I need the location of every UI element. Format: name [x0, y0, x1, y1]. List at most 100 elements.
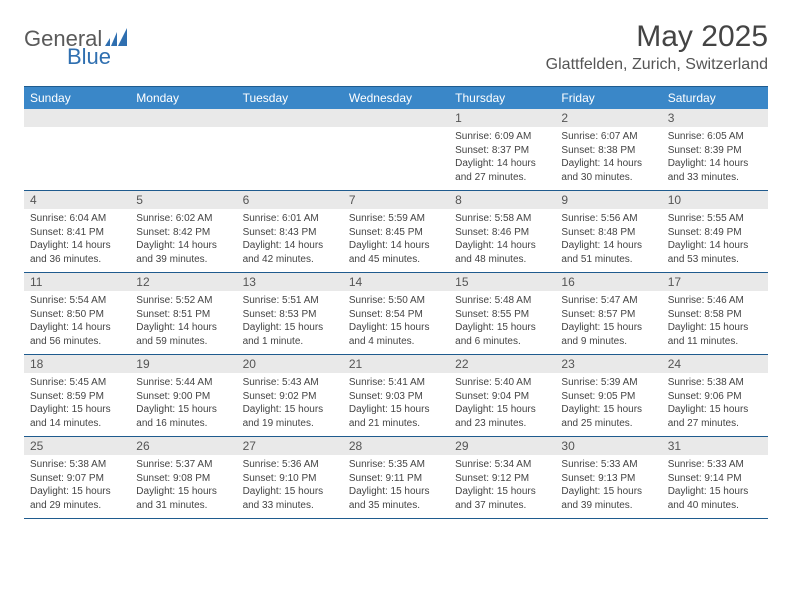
- day-number: 14: [343, 273, 449, 291]
- day-cell: Sunrise: 5:38 AMSunset: 9:07 PMDaylight:…: [24, 455, 130, 518]
- daylight-text: Daylight: 15 hours and 23 minutes.: [455, 403, 549, 430]
- sunrise-text: Sunrise: 5:40 AM: [455, 376, 549, 390]
- sunrise-text: Sunrise: 5:33 AM: [668, 458, 762, 472]
- day-number: 1: [449, 109, 555, 127]
- logo-blue-text-wrap: Blue: [67, 44, 111, 70]
- sunrise-text: Sunrise: 5:34 AM: [455, 458, 549, 472]
- day-cell: Sunrise: 6:02 AMSunset: 8:42 PMDaylight:…: [130, 209, 236, 272]
- daylight-text: Daylight: 14 hours and 36 minutes.: [30, 239, 124, 266]
- day-cell: Sunrise: 5:36 AMSunset: 9:10 PMDaylight:…: [237, 455, 343, 518]
- location-text: Glattfelden, Zurich, Switzerland: [546, 56, 768, 74]
- sunset-text: Sunset: 8:46 PM: [455, 226, 549, 240]
- sunrise-text: Sunrise: 5:56 AM: [561, 212, 655, 226]
- sunrise-text: Sunrise: 5:44 AM: [136, 376, 230, 390]
- day-body-strip: Sunrise: 5:45 AMSunset: 8:59 PMDaylight:…: [24, 373, 768, 436]
- daylight-text: Daylight: 15 hours and 27 minutes.: [668, 403, 762, 430]
- daylight-text: Daylight: 14 hours and 33 minutes.: [668, 157, 762, 184]
- day-cell: Sunrise: 6:04 AMSunset: 8:41 PMDaylight:…: [24, 209, 130, 272]
- daylight-text: Daylight: 14 hours and 56 minutes.: [30, 321, 124, 348]
- day-cell: Sunrise: 5:45 AMSunset: 8:59 PMDaylight:…: [24, 373, 130, 436]
- day-cell: Sunrise: 5:58 AMSunset: 8:46 PMDaylight:…: [449, 209, 555, 272]
- day-cell: Sunrise: 5:44 AMSunset: 9:00 PMDaylight:…: [130, 373, 236, 436]
- sunset-text: Sunset: 8:51 PM: [136, 308, 230, 322]
- sunrise-text: Sunrise: 6:05 AM: [668, 130, 762, 144]
- day-cell: [343, 127, 449, 190]
- day-number: [24, 109, 130, 127]
- sunrise-text: Sunrise: 5:33 AM: [561, 458, 655, 472]
- sunrise-text: Sunrise: 6:02 AM: [136, 212, 230, 226]
- calendar-grid: Sunday Monday Tuesday Wednesday Thursday…: [24, 86, 768, 519]
- sunset-text: Sunset: 8:58 PM: [668, 308, 762, 322]
- day-number-strip: 25262728293031: [24, 437, 768, 455]
- day-number: 2: [555, 109, 661, 127]
- sunrise-text: Sunrise: 5:38 AM: [668, 376, 762, 390]
- daylight-text: Daylight: 15 hours and 40 minutes.: [668, 485, 762, 512]
- sunrise-text: Sunrise: 5:58 AM: [455, 212, 549, 226]
- day-number: 18: [24, 355, 130, 373]
- sunset-text: Sunset: 8:54 PM: [349, 308, 443, 322]
- sunrise-text: Sunrise: 5:43 AM: [243, 376, 337, 390]
- week-row: 11121314151617Sunrise: 5:54 AMSunset: 8:…: [24, 273, 768, 355]
- day-number: 25: [24, 437, 130, 455]
- day-number: 16: [555, 273, 661, 291]
- sunrise-text: Sunrise: 5:54 AM: [30, 294, 124, 308]
- day-cell: Sunrise: 5:48 AMSunset: 8:55 PMDaylight:…: [449, 291, 555, 354]
- sunset-text: Sunset: 8:49 PM: [668, 226, 762, 240]
- day-number: 22: [449, 355, 555, 373]
- daylight-text: Daylight: 15 hours and 9 minutes.: [561, 321, 655, 348]
- day-cell: Sunrise: 5:47 AMSunset: 8:57 PMDaylight:…: [555, 291, 661, 354]
- day-number: 3: [662, 109, 768, 127]
- day-cell: Sunrise: 5:54 AMSunset: 8:50 PMDaylight:…: [24, 291, 130, 354]
- sunrise-text: Sunrise: 5:52 AM: [136, 294, 230, 308]
- daylight-text: Daylight: 14 hours and 42 minutes.: [243, 239, 337, 266]
- day-cell: Sunrise: 5:33 AMSunset: 9:14 PMDaylight:…: [662, 455, 768, 518]
- day-cell: Sunrise: 5:50 AMSunset: 8:54 PMDaylight:…: [343, 291, 449, 354]
- daylight-text: Daylight: 15 hours and 31 minutes.: [136, 485, 230, 512]
- day-body-strip: Sunrise: 5:38 AMSunset: 9:07 PMDaylight:…: [24, 455, 768, 518]
- day-header-tue: Tuesday: [237, 87, 343, 109]
- logo-text-blue: Blue: [67, 44, 111, 69]
- sunset-text: Sunset: 9:07 PM: [30, 472, 124, 486]
- daylight-text: Daylight: 14 hours and 53 minutes.: [668, 239, 762, 266]
- day-number: 9: [555, 191, 661, 209]
- day-number: 27: [237, 437, 343, 455]
- daylight-text: Daylight: 15 hours and 21 minutes.: [349, 403, 443, 430]
- week-row: 123Sunrise: 6:09 AMSunset: 8:37 PMDaylig…: [24, 109, 768, 191]
- day-header-fri: Friday: [555, 87, 661, 109]
- day-number: 29: [449, 437, 555, 455]
- title-block: May 2025 Glattfelden, Zurich, Switzerlan…: [546, 20, 768, 74]
- sunset-text: Sunset: 8:39 PM: [668, 144, 762, 158]
- day-header-thu: Thursday: [449, 87, 555, 109]
- daylight-text: Daylight: 15 hours and 29 minutes.: [30, 485, 124, 512]
- daylight-text: Daylight: 15 hours and 39 minutes.: [561, 485, 655, 512]
- weeks-container: 123Sunrise: 6:09 AMSunset: 8:37 PMDaylig…: [24, 109, 768, 519]
- sunset-text: Sunset: 8:45 PM: [349, 226, 443, 240]
- day-cell: Sunrise: 5:39 AMSunset: 9:05 PMDaylight:…: [555, 373, 661, 436]
- daylight-text: Daylight: 15 hours and 19 minutes.: [243, 403, 337, 430]
- daylight-text: Daylight: 14 hours and 27 minutes.: [455, 157, 549, 184]
- day-cell: Sunrise: 5:37 AMSunset: 9:08 PMDaylight:…: [130, 455, 236, 518]
- daylight-text: Daylight: 14 hours and 51 minutes.: [561, 239, 655, 266]
- day-cell: Sunrise: 5:40 AMSunset: 9:04 PMDaylight:…: [449, 373, 555, 436]
- day-cell: Sunrise: 5:34 AMSunset: 9:12 PMDaylight:…: [449, 455, 555, 518]
- day-number: 31: [662, 437, 768, 455]
- day-number: 4: [24, 191, 130, 209]
- daylight-text: Daylight: 15 hours and 4 minutes.: [349, 321, 443, 348]
- daylight-text: Daylight: 15 hours and 6 minutes.: [455, 321, 549, 348]
- day-cell: Sunrise: 5:56 AMSunset: 8:48 PMDaylight:…: [555, 209, 661, 272]
- sunset-text: Sunset: 9:11 PM: [349, 472, 443, 486]
- day-number: 24: [662, 355, 768, 373]
- day-number: 20: [237, 355, 343, 373]
- sunset-text: Sunset: 9:08 PM: [136, 472, 230, 486]
- sunrise-text: Sunrise: 5:51 AM: [243, 294, 337, 308]
- sunset-text: Sunset: 8:50 PM: [30, 308, 124, 322]
- day-header-sat: Saturday: [662, 87, 768, 109]
- day-header-row: Sunday Monday Tuesday Wednesday Thursday…: [24, 87, 768, 109]
- day-number: 12: [130, 273, 236, 291]
- sunset-text: Sunset: 9:13 PM: [561, 472, 655, 486]
- day-number-strip: 123: [24, 109, 768, 127]
- daylight-text: Daylight: 14 hours and 39 minutes.: [136, 239, 230, 266]
- day-number: [130, 109, 236, 127]
- day-number: 23: [555, 355, 661, 373]
- sunrise-text: Sunrise: 5:55 AM: [668, 212, 762, 226]
